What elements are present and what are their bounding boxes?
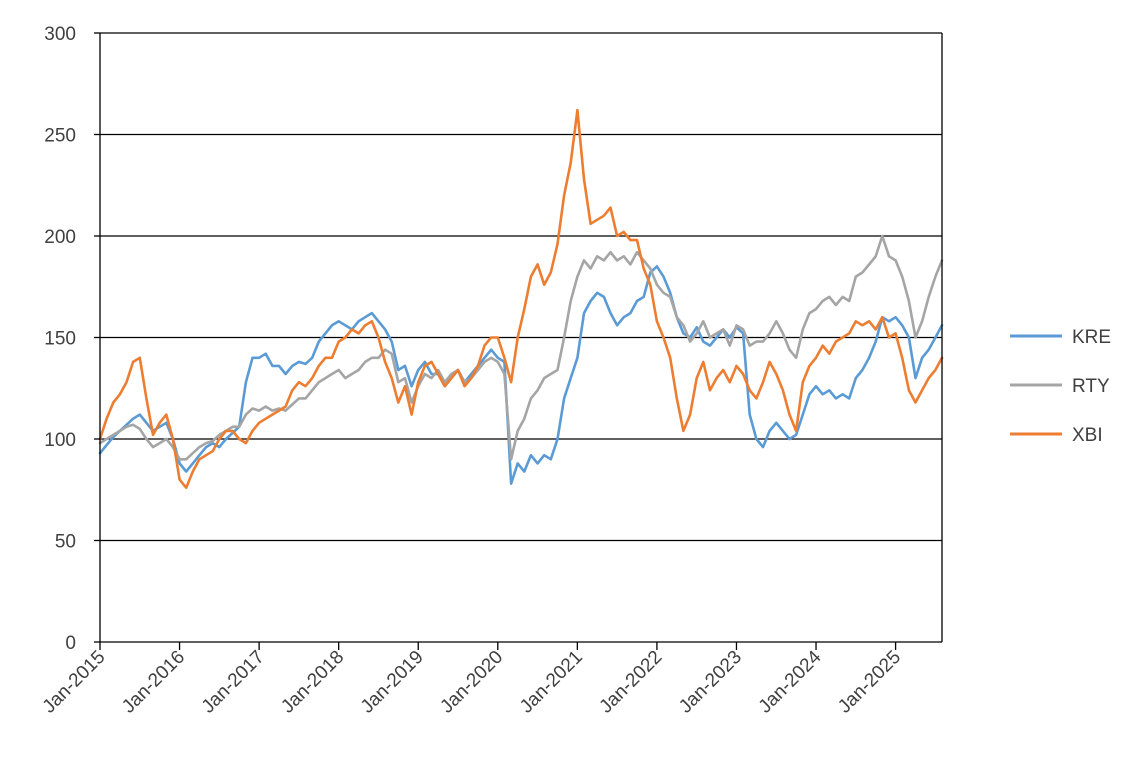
y-tick-label: 0 — [65, 633, 76, 654]
x-tick-label: Jan-2022 — [596, 647, 667, 718]
y-tick-label: 300 — [44, 24, 76, 45]
y-tick-label: 250 — [44, 126, 76, 147]
y-tick-label: 200 — [44, 227, 76, 248]
x-tick-label: Jan-2017 — [198, 647, 269, 718]
legend-label-kre: KRE — [1072, 327, 1111, 348]
x-tick-label: Jan-2018 — [277, 647, 348, 718]
legend-label-xbi: XBI — [1072, 425, 1103, 446]
legend: KRE RTY XBI — [1010, 327, 1111, 446]
x-tick-label: Jan-2024 — [755, 646, 826, 717]
y-tick-label: 50 — [55, 532, 76, 553]
y-tick-labels: 0 50 100 150 200 250 300 — [44, 24, 76, 654]
series-line-rty — [98, 234, 944, 461]
axes — [94, 32, 943, 650]
legend-label-rty: RTY — [1072, 376, 1110, 397]
series-line-kre — [98, 265, 944, 486]
x-tick-label: Jan-2015 — [39, 647, 110, 718]
x-tick-label: Jan-2021 — [516, 647, 587, 718]
x-tick-label: Jan-2016 — [118, 647, 189, 718]
x-tick-label: Jan-2025 — [834, 647, 905, 718]
x-tick-label: Jan-2019 — [357, 647, 428, 718]
x-tick-label: Jan-2023 — [675, 647, 746, 718]
gridlines — [100, 32, 942, 542]
x-tick-label: Jan-2020 — [436, 647, 507, 718]
y-tick-label: 150 — [44, 329, 76, 350]
y-tick-label: 100 — [44, 430, 76, 451]
series-line-xbi — [98, 108, 944, 490]
x-tick-labels: Jan-2015 Jan-2016 Jan-2017 Jan-2018 Jan-2019… — [39, 646, 905, 717]
series-lines — [98, 108, 944, 490]
